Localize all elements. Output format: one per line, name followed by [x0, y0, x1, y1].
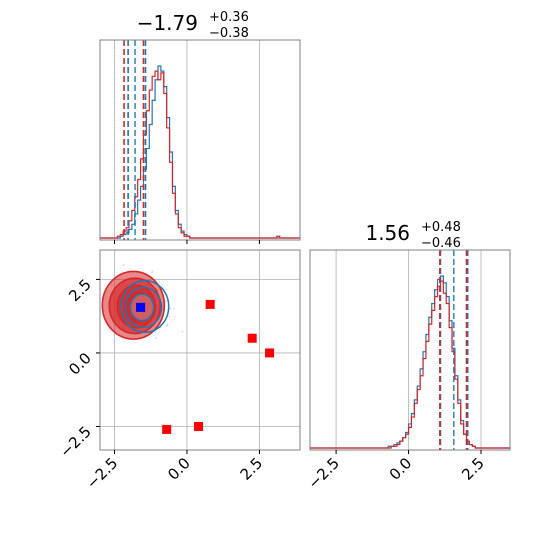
title-param-2: 1.56 +0.48 −0.46	[365, 220, 460, 251]
sample-point	[154, 330, 157, 333]
sc-ytick-label-0: −2.5	[56, 423, 94, 461]
title-1-value: −1.79	[137, 11, 198, 35]
red-marker-1	[247, 333, 257, 343]
histogram-2-frame	[309, 249, 511, 451]
blue-contour-0	[120, 279, 170, 334]
scatter-frame	[99, 249, 301, 451]
sample-point	[181, 330, 184, 333]
title-2-value: 1.56	[365, 221, 410, 245]
sample-point	[122, 264, 125, 266]
title-param-1: −1.79 +0.36 −0.38	[137, 10, 249, 41]
scatter-panel	[93, 264, 275, 434]
red-marker-0	[205, 299, 215, 309]
sample-point	[161, 284, 164, 286]
sc-xtick-label-1: 0.0	[164, 454, 194, 484]
red-marker-2	[265, 348, 275, 358]
sample-point	[166, 288, 168, 291]
sample-point	[95, 303, 97, 305]
h2-xtick-label-2: 2.5	[458, 454, 488, 484]
hist1-red-series	[100, 70, 300, 239]
sample-point	[157, 278, 160, 281]
sample-point	[165, 325, 168, 328]
sample-point	[169, 307, 172, 310]
sc-ytick-label-2: 2.5	[65, 276, 95, 306]
h2-xtick-label-0: −2.5	[304, 454, 342, 492]
blue-contour-1	[124, 286, 163, 329]
red-marker-4	[162, 424, 172, 434]
sample-point	[93, 296, 95, 298]
sample-point	[165, 300, 167, 302]
sample-point	[168, 315, 171, 318]
title-1-upper: +0.36	[209, 10, 249, 25]
red-marker-3	[194, 421, 204, 431]
sc-ytick-label-1: 0.0	[65, 349, 95, 379]
title-1-lower: −0.38	[209, 26, 249, 41]
hist2-blue-series	[310, 275, 510, 449]
h2-xtick-label-1: 0.0	[386, 454, 416, 484]
sample-point	[155, 337, 158, 339]
histogram-param-1	[100, 40, 300, 240]
sc-xtick-label-0: −2.5	[83, 454, 121, 492]
hist1-blue-series	[100, 65, 300, 239]
blue-marker	[136, 302, 146, 312]
sample-point	[173, 316, 176, 318]
sample-point	[166, 324, 168, 327]
sample-point	[150, 271, 153, 274]
sample-point	[151, 270, 154, 273]
title-2-upper: +0.48	[421, 220, 461, 235]
histogram-param-2	[310, 250, 510, 450]
title-2-lower: −0.46	[421, 236, 461, 251]
sc-xtick-label-2: 2.5	[237, 454, 267, 484]
sample-point	[166, 323, 169, 325]
hist2-red-series	[310, 280, 510, 449]
sample-point	[173, 307, 175, 310]
histogram-1-frame	[99, 39, 301, 241]
